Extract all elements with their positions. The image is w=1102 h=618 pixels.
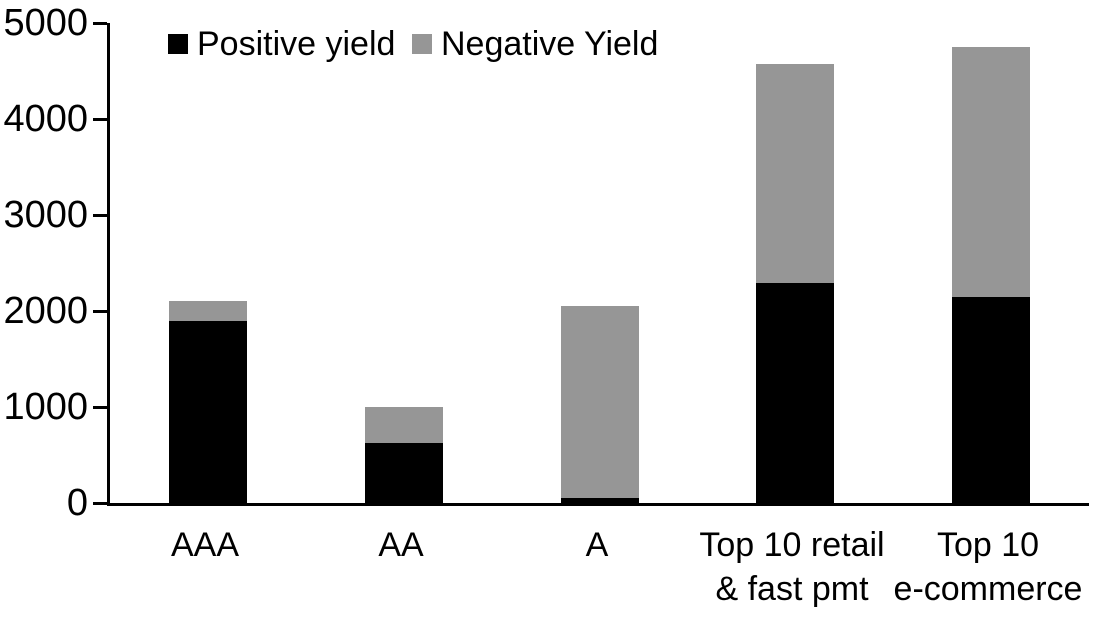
x-label-line: Top 10 <box>936 526 1040 564</box>
x-label-aa: AA <box>303 523 499 567</box>
x-label-top-10-e-commerce: Top 10 e-commerce <box>890 523 1086 611</box>
bar-segment-a-negative-yield <box>561 306 639 498</box>
x-label-line: AAA <box>170 526 240 564</box>
bar-segment-aaa-positive-yield <box>169 321 247 503</box>
legend-label-negative-yield: Negative Yield <box>441 25 659 63</box>
x-label-line: Top 10 retail <box>699 526 885 564</box>
x-label-line: AA <box>378 526 424 564</box>
x-label-aaa: AAA <box>107 523 303 567</box>
bar-segment-top-10-e-commerce-negative-yield <box>952 47 1030 297</box>
bar-segment-top-10-retail-fast-pmt-positive-yield <box>756 283 834 503</box>
x-label-line: & fast pmt <box>715 570 869 608</box>
bar-segment-aa-negative-yield <box>365 407 443 443</box>
y-tick-mark-4000 <box>93 118 107 121</box>
plot-area <box>107 23 1089 506</box>
y-tick-label-4000: 4000 <box>3 98 88 140</box>
bar-segment-top-10-retail-fast-pmt-negative-yield <box>756 64 834 283</box>
x-label-line: A <box>585 526 609 564</box>
y-tick-label-0: 0 <box>66 482 88 524</box>
legend-label-positive-yield: Positive yield <box>197 25 396 63</box>
y-tick-mark-3000 <box>93 214 107 217</box>
y-tick-label-5000: 5000 <box>3 2 88 44</box>
y-tick-mark-1000 <box>93 406 107 409</box>
y-tick-label-2000: 2000 <box>3 290 88 332</box>
bar-segment-top-10-e-commerce-positive-yield <box>952 297 1030 503</box>
x-label-line: e-commerce <box>893 570 1083 608</box>
bar-segment-a-positive-yield <box>561 498 639 503</box>
y-tick-label-1000: 1000 <box>3 386 88 428</box>
bar-segment-aaa-negative-yield <box>169 301 247 321</box>
y-tick-mark-5000 <box>93 22 107 25</box>
x-label-top-10-retail-fast-pmt: Top 10 retail & fast pmt <box>694 523 890 611</box>
legend-item-negative-yield: Negative Yield <box>412 26 658 62</box>
legend-item-positive-yield: Positive yield <box>168 26 395 62</box>
y-tick-mark-2000 <box>93 310 107 313</box>
legend-swatch-positive-yield-icon <box>168 34 188 54</box>
legend-swatch-negative-yield-icon <box>412 34 432 54</box>
bar-segment-aa-positive-yield <box>365 443 443 503</box>
y-tick-mark-0 <box>93 502 107 505</box>
x-label-a: A <box>499 523 695 567</box>
y-tick-label-3000: 3000 <box>3 194 88 236</box>
